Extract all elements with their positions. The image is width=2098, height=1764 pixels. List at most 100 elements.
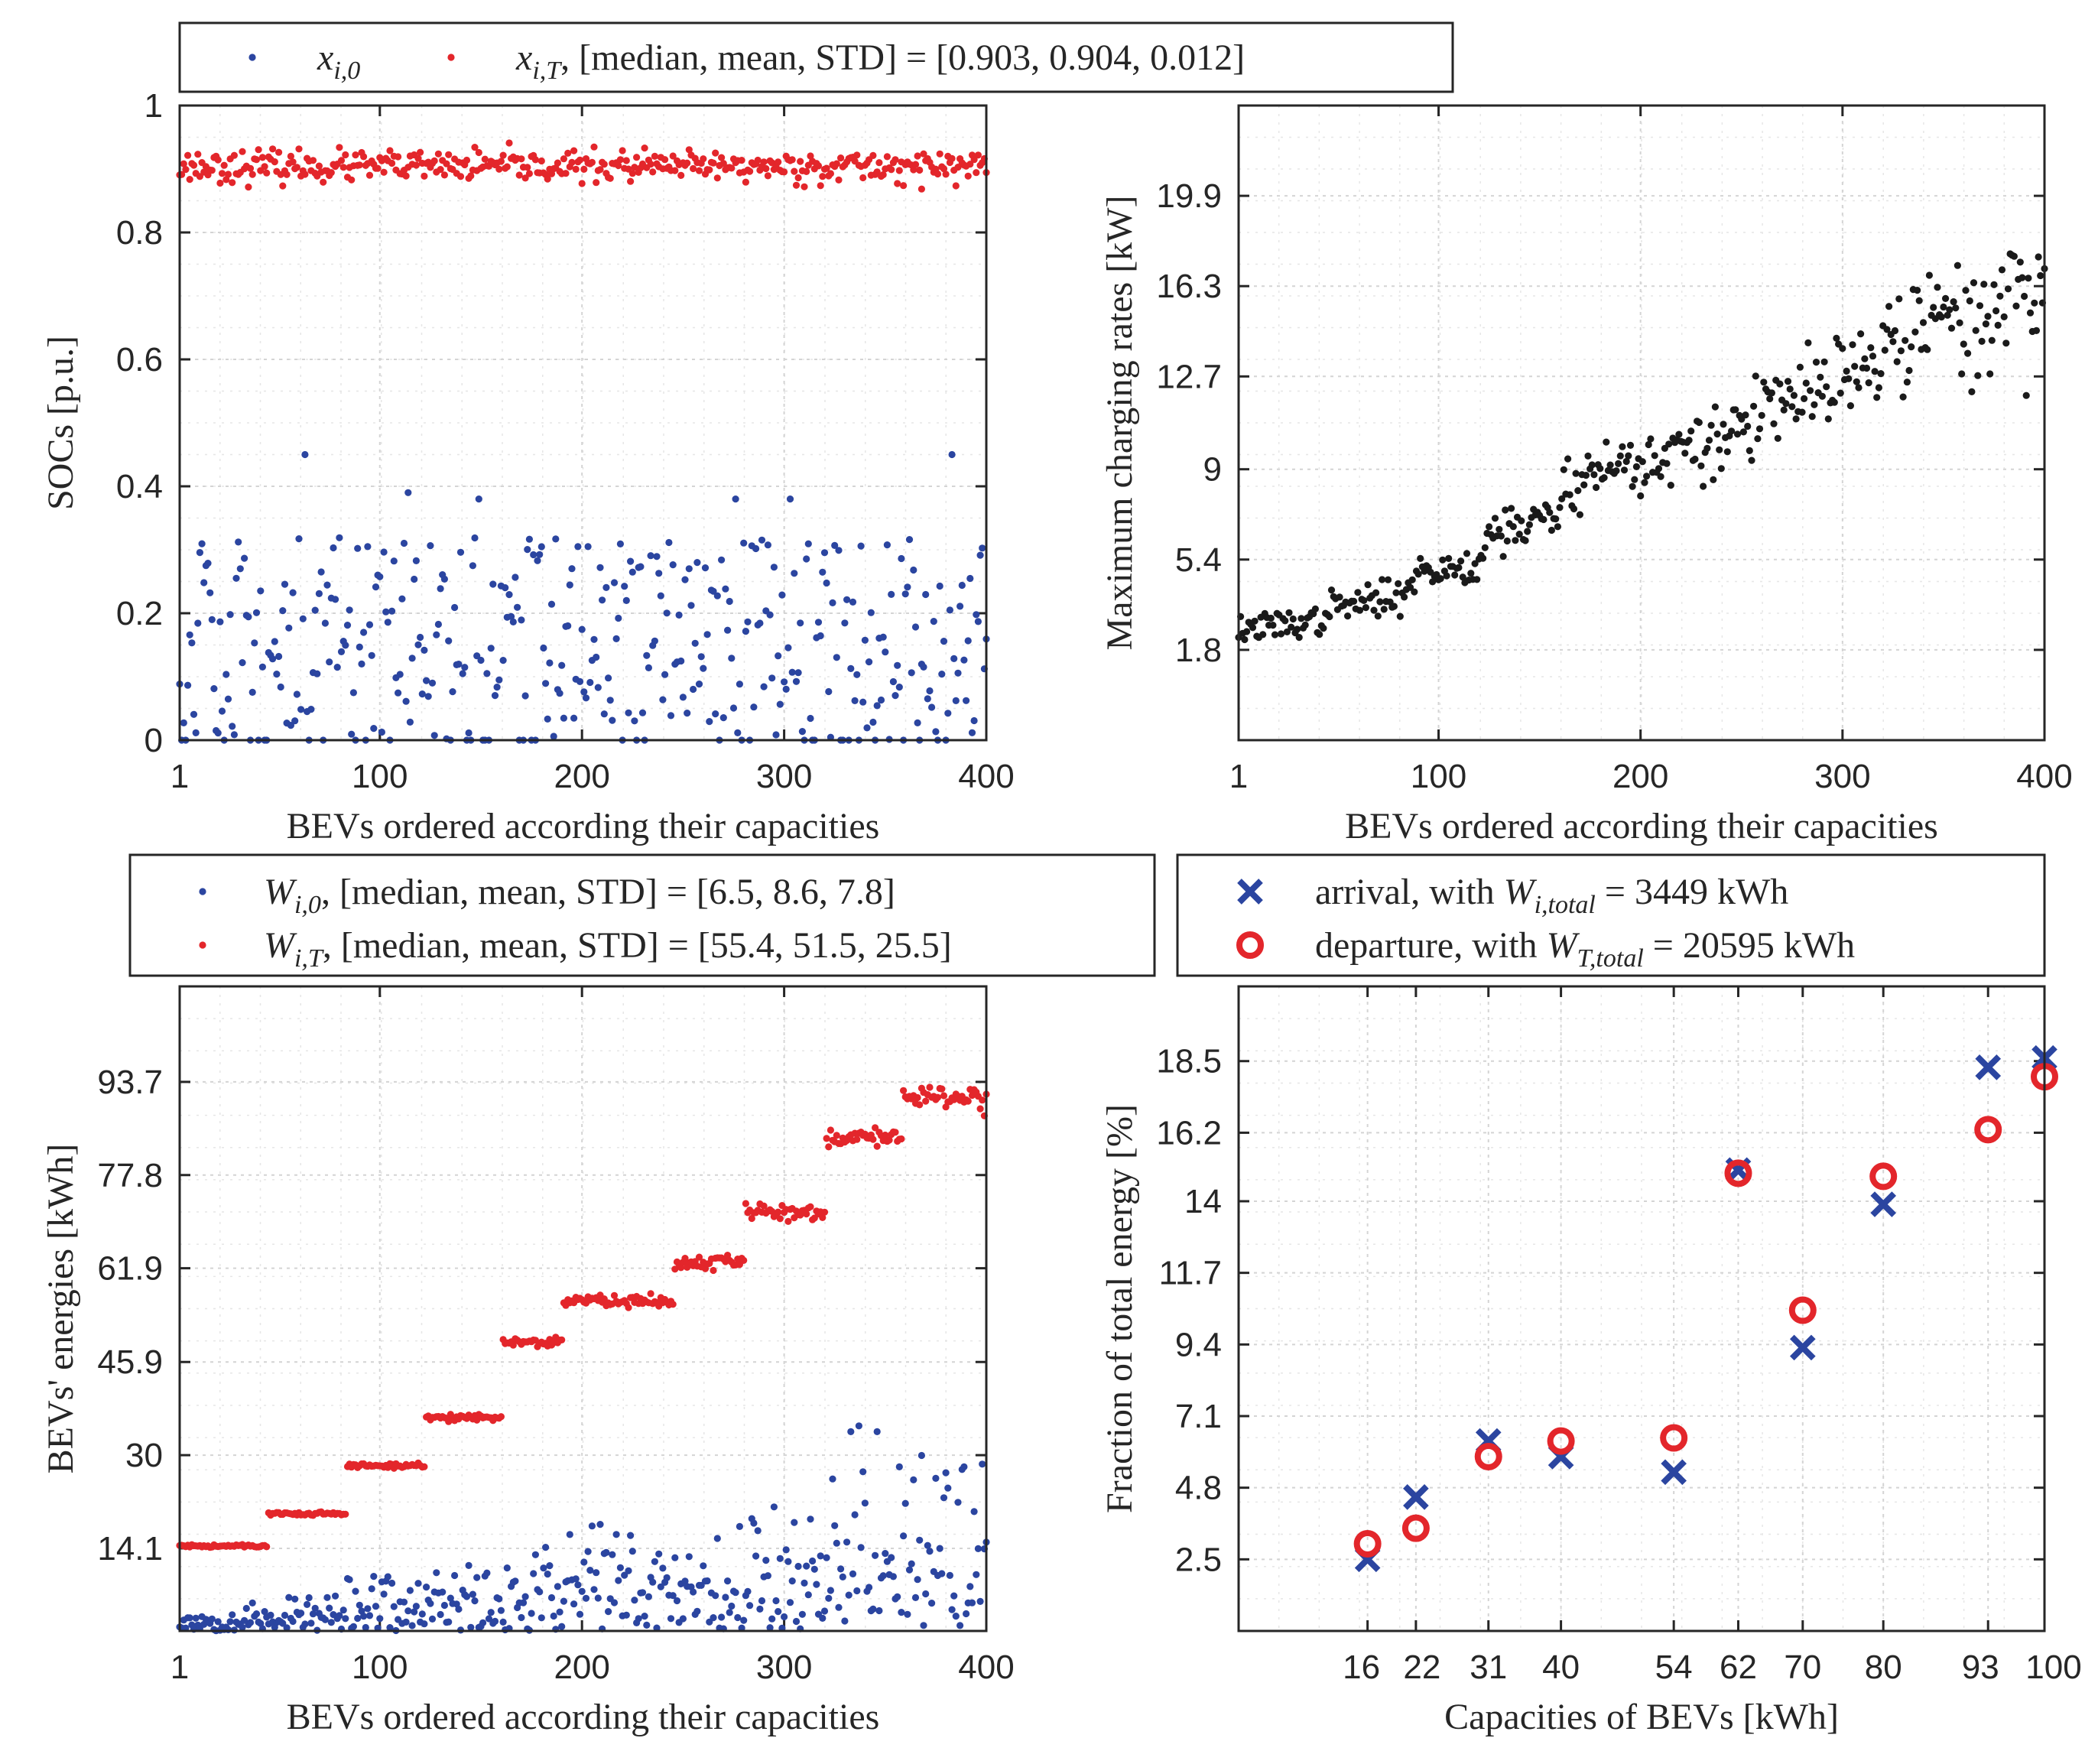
data-point — [621, 1571, 628, 1579]
data-point — [732, 495, 739, 503]
data-point — [1295, 634, 1303, 642]
data-point — [1855, 384, 1863, 391]
data-point — [216, 179, 224, 187]
data-point — [1451, 571, 1459, 579]
data-point — [898, 1609, 905, 1616]
data-point — [348, 176, 356, 184]
data-point — [807, 152, 814, 160]
data-point — [1271, 631, 1279, 638]
data-point — [920, 150, 927, 158]
data-point — [365, 621, 374, 629]
data-point — [653, 553, 661, 560]
data-point — [1710, 476, 1717, 484]
data-point — [944, 710, 952, 717]
data-point — [1590, 471, 1598, 479]
data-point — [1990, 281, 1998, 288]
data-point — [609, 1551, 616, 1558]
data-point — [979, 1460, 986, 1468]
legend: xi,0 xi,T, [median, mean, STD] = [0.903, … — [178, 21, 1454, 93]
data-point — [1380, 606, 1388, 613]
data-point — [963, 697, 970, 704]
data-point — [895, 167, 903, 174]
data-point — [235, 538, 242, 546]
data-point — [1251, 617, 1258, 625]
legend-symbol: x — [317, 37, 333, 78]
data-point — [797, 158, 804, 165]
data-point — [469, 1590, 477, 1598]
data-point — [558, 661, 566, 669]
data-point — [970, 716, 978, 725]
data-point — [638, 709, 647, 716]
data-point — [1934, 284, 1941, 291]
data-point — [1720, 421, 1727, 428]
data-point — [960, 1463, 968, 1470]
data-point — [456, 173, 465, 180]
arrival-marker — [1661, 1459, 1687, 1486]
data-point — [1612, 467, 1620, 475]
data-point — [546, 659, 554, 667]
data-point — [722, 585, 729, 593]
data-point — [208, 167, 216, 174]
y-tick-label: 0.4 — [116, 468, 163, 505]
data-point — [827, 1126, 834, 1134]
data-point — [1570, 505, 1578, 513]
data-point — [657, 592, 664, 599]
y-axis-label: SOCs [p.u.] — [41, 336, 81, 510]
legend-suffix: , [median, mean, STD] = [0.903, 0.904, 0… — [560, 37, 1245, 78]
data-point — [1546, 508, 1554, 516]
data-point — [606, 174, 614, 182]
data-point — [408, 655, 416, 662]
x-tick-label: 1 — [171, 758, 189, 795]
data-point — [663, 609, 671, 617]
data-point — [1455, 564, 1463, 572]
data-point — [222, 671, 230, 678]
data-point — [742, 628, 750, 635]
data-point — [1379, 576, 1386, 583]
data-point — [200, 579, 208, 586]
data-point — [1867, 344, 1875, 352]
data-point — [271, 638, 278, 645]
data-point — [853, 1587, 861, 1595]
data-point — [791, 167, 798, 175]
data-point — [847, 664, 855, 673]
data-point — [602, 1548, 610, 1556]
data-point — [374, 164, 382, 172]
data-point — [483, 670, 491, 677]
x-axis-label: Capacities of BEVs [kWh] — [1444, 1697, 1839, 1737]
data-point — [695, 167, 703, 174]
data-point — [968, 729, 976, 736]
data-point — [703, 1577, 711, 1585]
data-point — [954, 1499, 962, 1506]
legend-frame — [128, 853, 1156, 977]
data-point — [1374, 612, 1382, 620]
data-point — [186, 1614, 193, 1622]
data-point — [819, 1213, 827, 1221]
data-point — [722, 1593, 729, 1601]
data-point — [411, 1608, 418, 1616]
data-point — [1356, 606, 1364, 614]
data-point — [768, 674, 776, 682]
data-point — [574, 1581, 582, 1589]
data-point — [1940, 303, 1947, 311]
data-point — [491, 1617, 499, 1625]
data-point — [2022, 391, 2030, 399]
data-point — [873, 1142, 881, 1150]
data-point — [958, 581, 966, 590]
data-point — [356, 1601, 363, 1609]
data-point — [184, 681, 192, 689]
axes-frame — [178, 104, 988, 742]
data-point — [512, 1577, 519, 1585]
data-point — [736, 1522, 744, 1530]
data-point — [1782, 400, 1790, 408]
data-point — [671, 1265, 679, 1273]
data-point — [230, 151, 238, 159]
data-point — [463, 1593, 471, 1600]
data-point — [843, 596, 851, 603]
data-point — [740, 1256, 748, 1264]
data-point — [518, 155, 525, 163]
data-point — [794, 1562, 802, 1571]
data-point — [1801, 395, 1808, 403]
data-point — [905, 1566, 914, 1574]
data-point — [797, 619, 804, 627]
legend-frame — [1176, 853, 2046, 977]
